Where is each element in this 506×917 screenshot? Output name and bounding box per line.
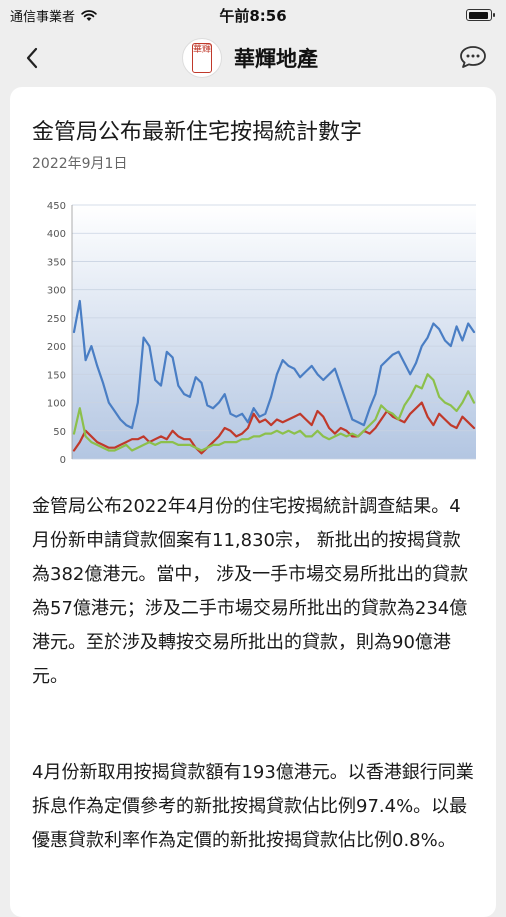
status-bar: 通信事業者 午前8:56: [0, 0, 506, 30]
y-tick-label: 0: [60, 455, 66, 466]
page-title: 華輝地產: [234, 47, 318, 71]
y-tick-label: 200: [47, 342, 66, 353]
y-tick-label: 250: [47, 314, 66, 325]
mortgage-line-chart: 0 50 100 150 200 250 300 350 400 450: [47, 201, 476, 466]
series-line-green: [72, 373, 476, 452]
battery-fill: [468, 11, 488, 19]
article-paragraph: 金管局公布2022年4月份的住宅按揭統計調查結果。4月份新申請貸款個案有11,8…: [32, 496, 469, 687]
y-tick-label: 400: [47, 229, 66, 240]
article-paragraph: 4月份新取用按揭貸款額有193億港元。以香港銀行同業拆息作為定價參考的新批按揭貸…: [32, 762, 474, 851]
y-tick-label: 350: [47, 257, 66, 268]
wifi-icon: [81, 9, 97, 21]
company-logo: 華輝: [182, 38, 222, 78]
carrier-label: 通信事業者: [10, 10, 76, 25]
series-line-red: [72, 401, 476, 455]
article-title: 金管局公布最新住宅按揭統計數字: [32, 120, 363, 145]
chat-bubble-icon: [460, 46, 486, 68]
nav-title-group: 華輝 華輝地產: [182, 36, 318, 80]
battery-icon: [466, 9, 495, 21]
status-time: 午前8:56: [219, 7, 287, 25]
status-left: 通信事業者: [10, 6, 97, 25]
y-tick-label: 100: [47, 399, 66, 410]
article-date: 2022年9月1日: [32, 156, 128, 172]
y-tick-label: 450: [47, 201, 66, 212]
series-line-blue: [72, 299, 476, 430]
back-chevron-icon: [26, 47, 38, 69]
y-tick-label: 50: [53, 427, 66, 438]
y-tick-label: 300: [47, 286, 66, 297]
nav-bar: 華輝 華輝地產: [0, 30, 506, 86]
back-button[interactable]: [14, 40, 50, 76]
article-card: 金管局公布最新住宅按揭統計數字 2022年9月1日 0 50 100 150 200 25…: [10, 87, 496, 917]
chat-button[interactable]: [458, 42, 488, 72]
logo-seal: 華輝: [192, 43, 212, 73]
y-tick-label: 150: [47, 370, 66, 381]
